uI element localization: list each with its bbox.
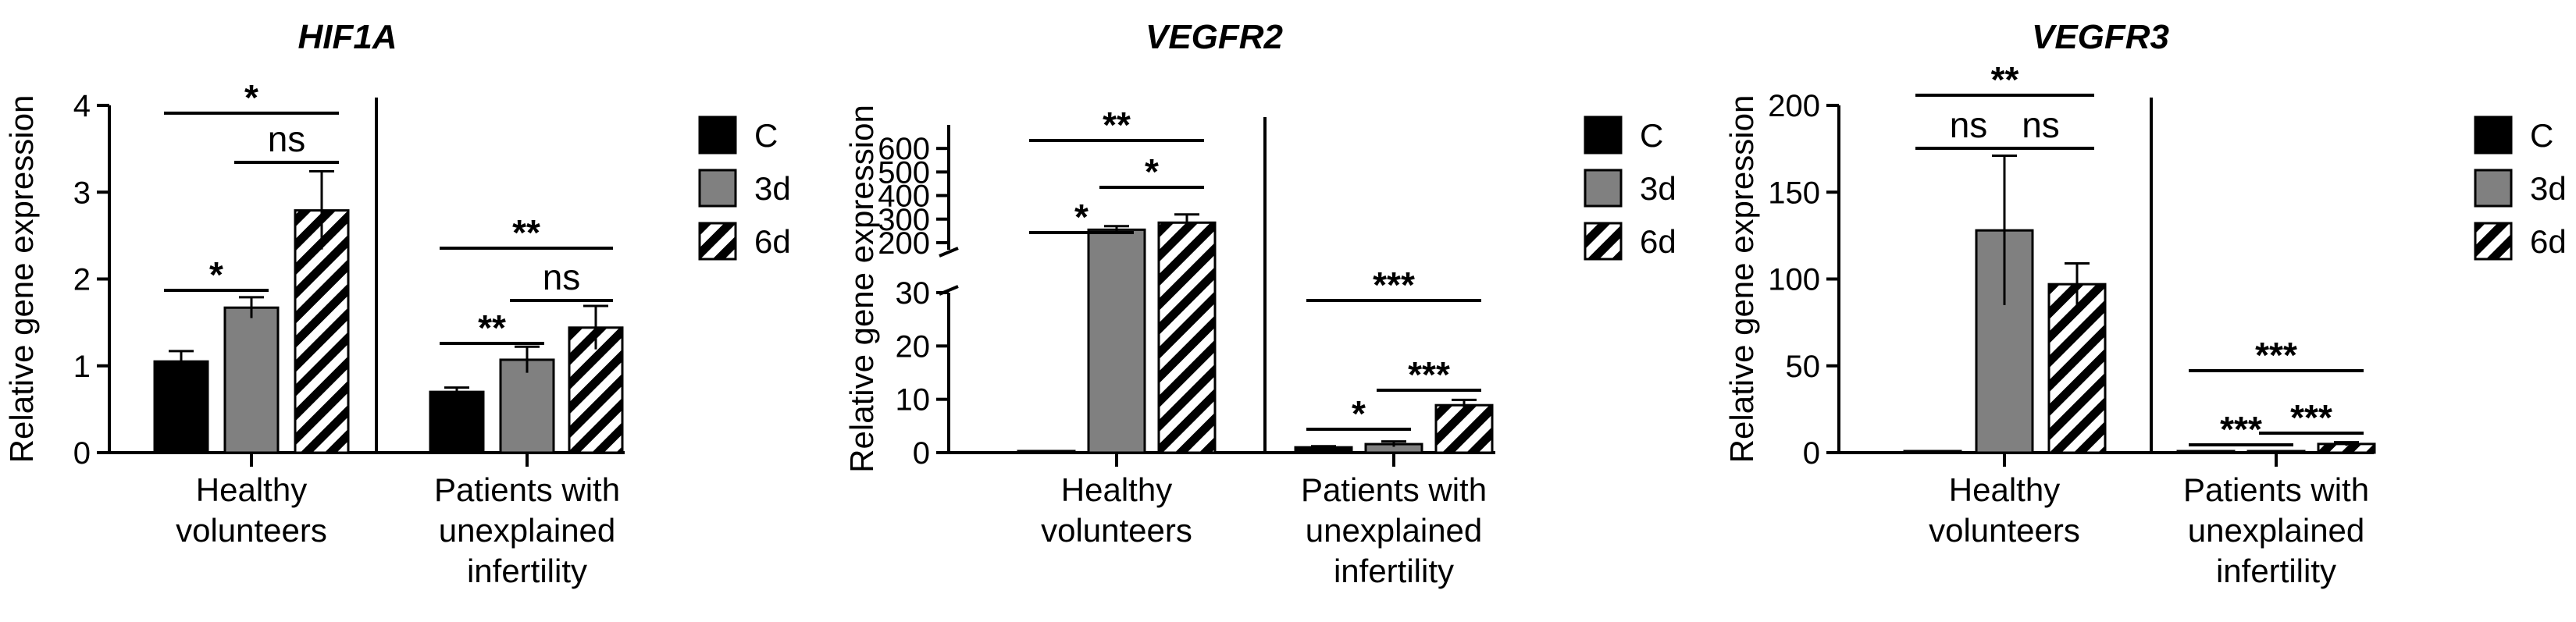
significance-label: *** [2220, 409, 2262, 450]
legend-label: C [754, 117, 778, 154]
y-tick-label: 400 [878, 179, 930, 214]
x-group-label: Healthy [196, 471, 307, 508]
y-tick-label: 1 [73, 350, 91, 384]
x-group-label: Healthy [1061, 471, 1172, 508]
bar-C-group-1 [1017, 450, 1076, 454]
y-tick-label: 0 [1803, 436, 1820, 471]
significance-label: * [209, 254, 223, 295]
legend-swatch-3d [698, 169, 737, 208]
bar-6d-group-1 [1157, 221, 1217, 454]
x-group-label: infertility [1334, 553, 1454, 589]
y-tick-label: 3 [73, 176, 91, 210]
significance-label: * [1145, 151, 1159, 192]
bar-3d-group-1 [1087, 228, 1146, 454]
significance-label: *** [2255, 335, 2297, 375]
legend-swatch-C [1584, 116, 1623, 155]
chart-title: VEGFR3 [2032, 18, 2169, 56]
chart-title: HIF1A [298, 18, 397, 56]
legend-swatch-6d [1584, 222, 1623, 261]
legend-label: 6d [2530, 223, 2567, 260]
y-tick-label: 0 [913, 436, 930, 471]
x-group-label: Patients with [434, 471, 620, 508]
significance-label: ns [543, 257, 581, 297]
x-group-label: unexplained [2188, 512, 2365, 549]
significance-label: ns [268, 119, 306, 159]
y-axis-label: Relative gene expression [1723, 95, 1760, 464]
x-group-label: volunteers [1041, 512, 1192, 549]
legend-swatch-C [2474, 116, 2513, 155]
significance-label: ns [2022, 105, 2060, 145]
bar-3d-group-1 [223, 306, 280, 454]
significance-label: * [1074, 197, 1088, 237]
significance-label: ** [1991, 59, 2019, 100]
legend-label: 3d [754, 170, 791, 207]
legend-label: C [2530, 117, 2553, 154]
y-tick-label: 500 [878, 155, 930, 190]
legend-label: 6d [1640, 223, 1676, 260]
legend-swatch-6d [698, 222, 737, 261]
y-tick-label: 30 [896, 276, 931, 311]
chart-title: VEGFR2 [1145, 18, 1284, 56]
legend-label: C [1640, 117, 1663, 154]
bar-3d-group-2 [499, 358, 555, 454]
y-axis-label: Relative gene expression [843, 105, 880, 473]
y-tick-label: 300 [878, 203, 930, 237]
x-group-label: infertility [2216, 553, 2336, 589]
legend-swatch-3d [2474, 169, 2513, 208]
legend-label: 3d [2530, 170, 2567, 207]
y-tick-label: 20 [896, 329, 931, 364]
x-group-label: Patients with [1301, 471, 1487, 508]
chart-panel-3: VEGFR3 Relative gene expression 0 50 100 150 2… [1723, 18, 2567, 589]
significance-label: * [1352, 393, 1366, 434]
y-tick-label: 50 [1786, 350, 1821, 384]
y-tick-label: 4 [73, 89, 91, 123]
bar-C-group-1 [1903, 450, 1962, 454]
significance-label: ns [1950, 105, 1988, 145]
bar-6d-group-2 [1434, 403, 1494, 454]
y-axis-label: Relative gene expression [3, 95, 40, 464]
chart-panel-2: VEGFR2 Relative gene expression 0 10 20 30 200… [843, 18, 1676, 589]
significance-label: ** [512, 212, 540, 253]
bar-6d-group-1 [2047, 283, 2107, 454]
y-tick-label: 150 [1768, 176, 1820, 210]
legend-swatch-3d [1584, 169, 1623, 208]
y-tick-label: 200 [878, 226, 930, 261]
y-tick-label: 600 [878, 132, 930, 166]
x-group-label: Patients with [2183, 471, 2369, 508]
significance-label: * [244, 77, 258, 118]
significance-label: ** [1103, 105, 1131, 145]
legend-label: 6d [754, 223, 791, 260]
legend-swatch-C [698, 116, 737, 155]
y-tick-label: 200 [1768, 89, 1820, 123]
bar-C-group-2 [429, 390, 485, 454]
y-tick-label: 100 [1768, 263, 1820, 297]
axis-break-mark [939, 247, 959, 258]
legend-label: 3d [1640, 170, 1676, 207]
y-tick-label: 2 [73, 263, 91, 297]
legend-swatch-6d [2474, 222, 2513, 261]
bar-C-group-2 [2176, 450, 2236, 454]
x-group-label: volunteers [1929, 512, 2080, 549]
x-group-label: unexplained [1306, 512, 1483, 549]
significance-label: *** [2290, 397, 2332, 438]
bar-3d-group-2 [2246, 450, 2306, 454]
x-group-label: unexplained [439, 512, 616, 549]
x-group-label: infertility [467, 553, 587, 589]
x-group-label: volunteers [176, 512, 327, 549]
significance-label: ** [478, 307, 506, 348]
significance-label: *** [1373, 265, 1415, 305]
bar-C-group-1 [153, 360, 209, 454]
y-tick-label: 10 [896, 383, 931, 418]
significance-label: *** [1408, 354, 1450, 395]
x-group-label: Healthy [1949, 471, 2060, 508]
y-tick-label: 0 [73, 436, 91, 471]
